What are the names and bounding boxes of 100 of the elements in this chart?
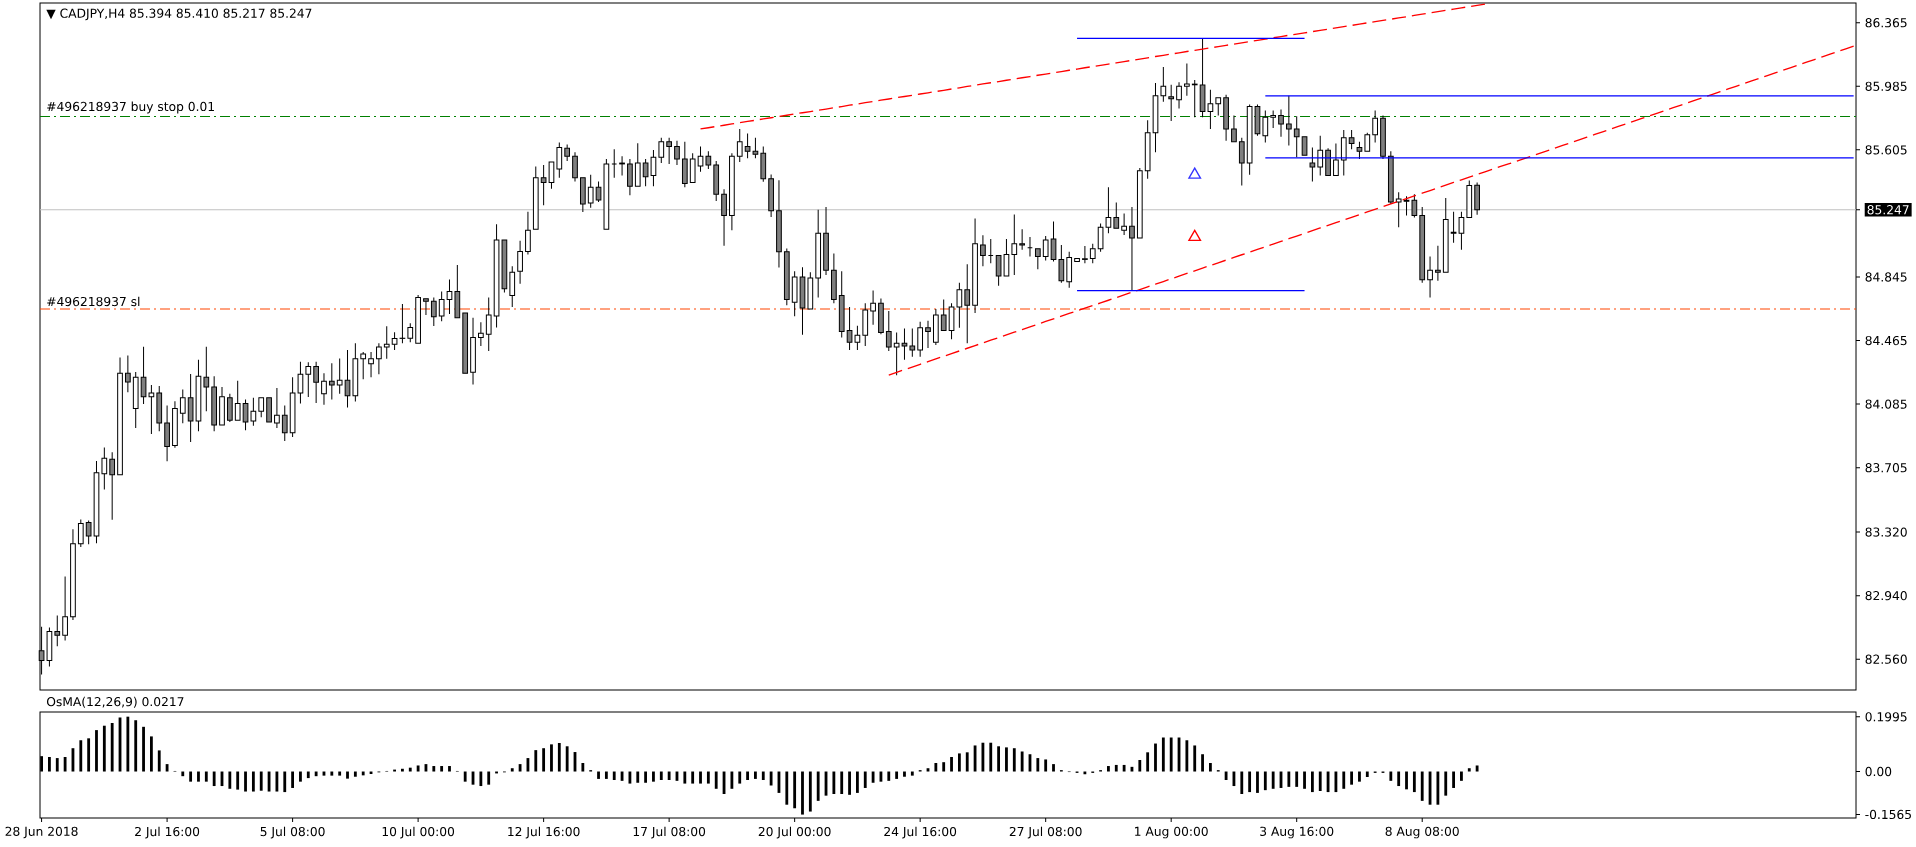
x-tick-label: 8 Aug 08:00 — [1385, 826, 1459, 839]
candlestick — [1262, 109, 1269, 144]
bar — [401, 768, 404, 772]
candlestick — [1160, 66, 1167, 103]
chart-title: ▼ CADJPY,H4 85.394 85.410 85.217 85.247 — [46, 8, 312, 21]
bar — [283, 771, 287, 793]
candlestick — [509, 265, 516, 308]
bar — [957, 753, 961, 772]
candlestick — [1129, 206, 1135, 292]
bar — [1209, 763, 1212, 772]
bar — [432, 766, 436, 772]
x-tick-label: 27 Jul 08:00 — [1009, 826, 1082, 839]
bar — [346, 771, 349, 779]
bar — [636, 771, 640, 783]
bar — [181, 771, 185, 777]
candlestick — [485, 296, 492, 352]
bar — [236, 771, 240, 790]
bar — [1052, 764, 1055, 772]
bar — [1044, 759, 1048, 772]
candlestick — [776, 179, 782, 269]
candlestick — [964, 263, 971, 344]
y-tick-label: 0.1995 — [1865, 712, 1907, 722]
bar — [416, 765, 420, 772]
bar — [652, 771, 655, 782]
bar — [667, 771, 671, 781]
bar — [550, 744, 553, 772]
bar — [251, 771, 255, 792]
bar — [1310, 771, 1314, 793]
bar — [604, 771, 608, 779]
y-tick-label: 83.705 — [1865, 463, 1907, 473]
candlestick — [831, 253, 837, 304]
candlestick — [1286, 95, 1292, 147]
candlestick — [1395, 191, 1402, 228]
bar — [291, 771, 295, 788]
candlestick — [1317, 135, 1324, 177]
x-tick-label: 5 Jul 08:00 — [260, 826, 325, 839]
bar — [714, 771, 718, 789]
bar — [699, 771, 702, 784]
candlestick — [1333, 143, 1339, 177]
candlestick — [1184, 62, 1190, 97]
candlestick — [305, 361, 312, 398]
bar — [204, 771, 208, 782]
candlestick — [807, 271, 814, 310]
bar — [95, 730, 98, 772]
bar — [1412, 771, 1416, 793]
bar — [479, 771, 483, 787]
candlestick — [1372, 109, 1378, 144]
candlestick — [70, 528, 76, 621]
candlestick — [1325, 147, 1331, 177]
x-tick-label: 2 Jul 16:00 — [135, 826, 200, 839]
candlestick — [1066, 251, 1073, 289]
candlestick — [415, 294, 421, 344]
bar — [1005, 747, 1008, 772]
candlestick — [579, 177, 586, 213]
bar — [942, 762, 946, 772]
y-tick-label: 85.985 — [1865, 81, 1907, 91]
candlestick — [258, 397, 265, 418]
bar — [997, 746, 1001, 772]
candlestick — [313, 361, 319, 404]
bar — [157, 750, 161, 772]
candlestick — [783, 247, 790, 306]
candlestick — [1191, 79, 1198, 118]
bar — [754, 771, 757, 779]
bar — [448, 766, 451, 772]
bar — [597, 771, 600, 779]
bar — [769, 771, 773, 786]
y-tick-label: 82.940 — [1865, 591, 1907, 601]
candlestick — [125, 355, 131, 393]
line-series — [699, 3, 1486, 130]
candlestick — [1466, 179, 1473, 219]
bar — [840, 771, 844, 794]
bar — [1114, 764, 1118, 772]
candlestick — [1301, 136, 1308, 156]
bar — [518, 764, 522, 772]
candlestick — [368, 351, 374, 378]
candlestick — [619, 155, 625, 177]
bar — [48, 756, 51, 772]
candlestick — [454, 264, 461, 319]
bar — [1271, 771, 1275, 789]
candlestick — [470, 317, 476, 385]
candlestick — [917, 321, 924, 358]
candlestick — [517, 240, 523, 285]
candlestick — [328, 362, 335, 401]
candlestick — [1074, 257, 1080, 262]
bar — [1365, 771, 1369, 777]
bar — [1240, 771, 1244, 794]
bar — [1154, 743, 1157, 772]
bar — [808, 771, 812, 812]
candlestick — [1176, 81, 1182, 110]
bar — [785, 771, 789, 805]
candlestick — [658, 137, 665, 164]
candlestick — [281, 404, 288, 442]
bar — [87, 738, 91, 772]
y-tick-label: 82.560 — [1865, 654, 1907, 664]
candlestick — [1011, 214, 1018, 276]
bar — [1256, 771, 1259, 793]
bar — [1342, 771, 1346, 789]
bar — [463, 771, 467, 782]
candlestick — [219, 386, 225, 426]
candlestick — [862, 302, 869, 347]
